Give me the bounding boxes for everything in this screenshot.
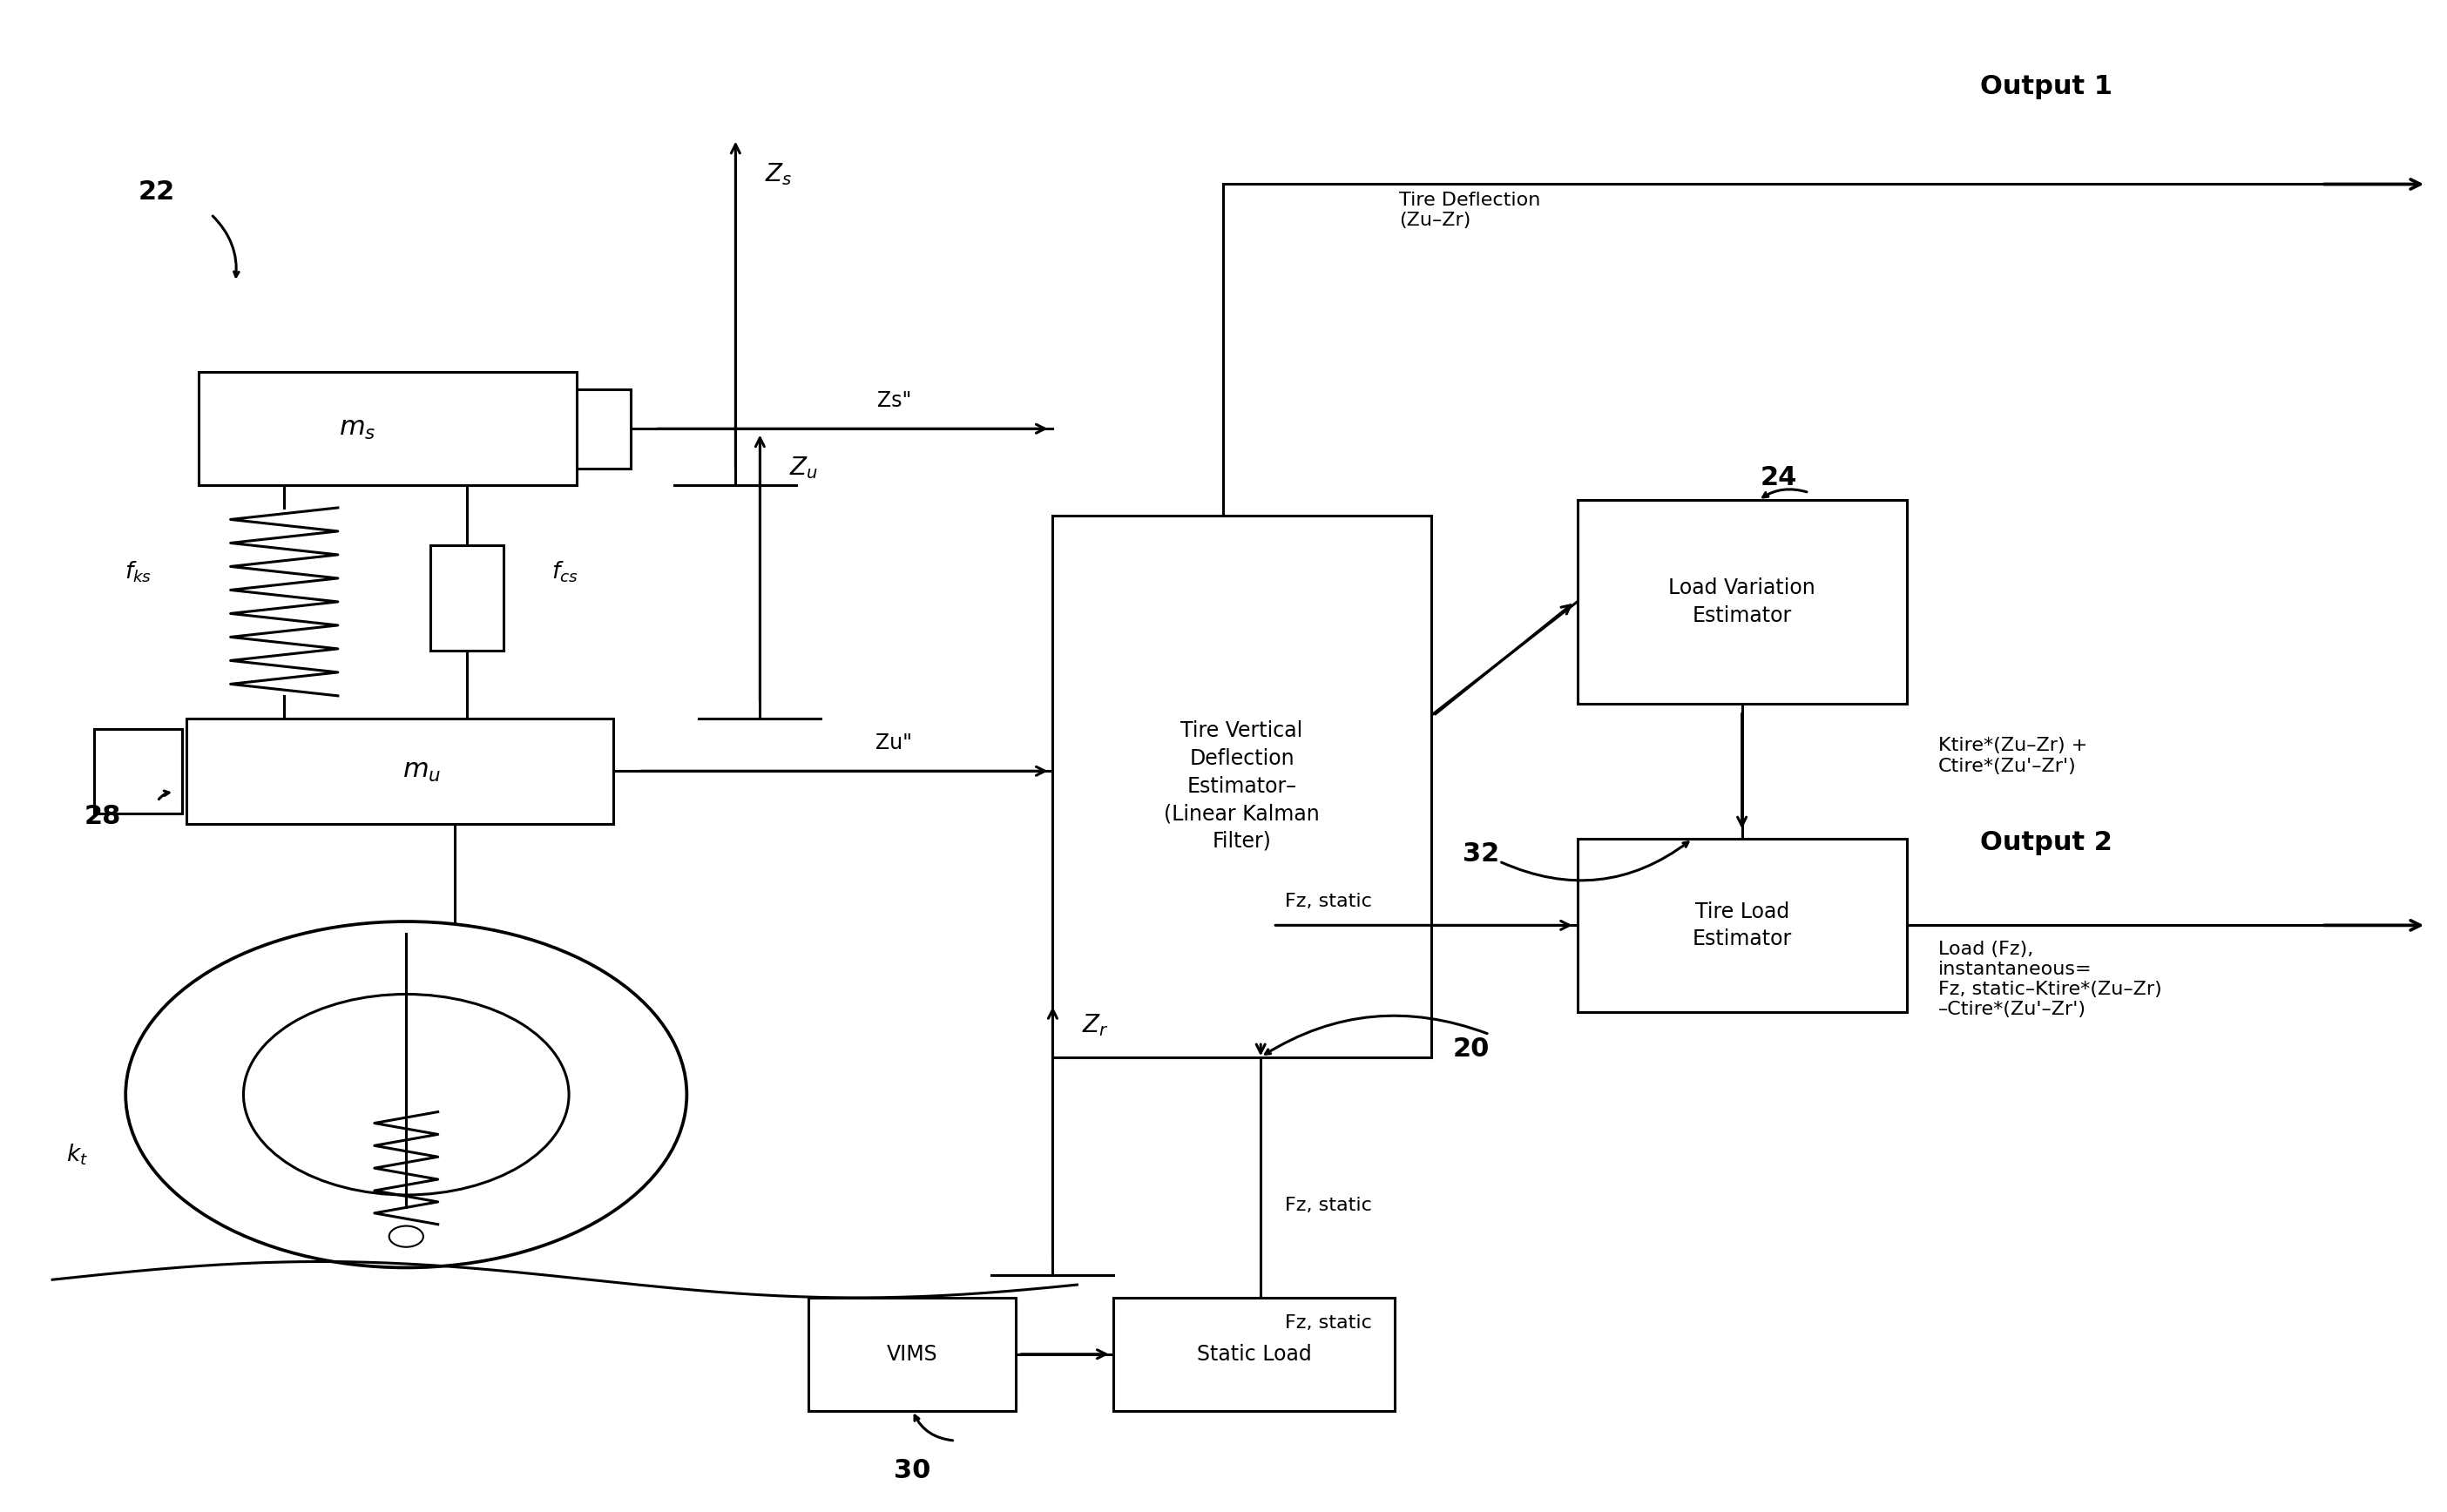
Text: Tire Load
Estimator: Tire Load Estimator [1693, 901, 1791, 950]
Circle shape [389, 1226, 423, 1247]
FancyBboxPatch shape [93, 729, 181, 813]
Text: $m_u$: $m_u$ [401, 759, 440, 783]
Text: $Z_u$: $Z_u$ [790, 455, 817, 481]
Circle shape [125, 921, 688, 1267]
FancyBboxPatch shape [431, 546, 504, 650]
Text: VIMS: VIMS [886, 1344, 937, 1365]
Text: $f_{ks}$: $f_{ks}$ [125, 559, 152, 584]
FancyBboxPatch shape [1113, 1297, 1395, 1411]
Text: Load (Fz),
instantaneous=
Fz, static–Ktire*(Zu–Zr)
–Ctire*(Zu'–Zr'): Load (Fz), instantaneous= Fz, static–Kti… [1938, 940, 2163, 1019]
Text: 28: 28 [83, 803, 120, 829]
FancyBboxPatch shape [577, 389, 631, 469]
Text: Zu": Zu" [876, 732, 913, 753]
Text: $k_t$: $k_t$ [66, 1143, 88, 1167]
Text: Load Variation
Estimator: Load Variation Estimator [1669, 578, 1816, 626]
Text: 24: 24 [1759, 466, 1796, 490]
Text: Fz, static: Fz, static [1285, 1198, 1373, 1214]
Text: 20: 20 [1454, 1037, 1490, 1061]
Text: 32: 32 [1463, 841, 1500, 866]
Text: $m_s$: $m_s$ [340, 416, 377, 442]
Text: $f_{cs}$: $f_{cs}$ [551, 559, 577, 584]
Text: 30: 30 [893, 1458, 930, 1483]
FancyBboxPatch shape [810, 1297, 1016, 1411]
Text: Zs": Zs" [876, 390, 910, 411]
Text: $Z_r$: $Z_r$ [1082, 1012, 1108, 1037]
Text: Fz, static: Fz, static [1285, 892, 1373, 910]
Text: Output 1: Output 1 [1980, 74, 2112, 98]
Text: Output 2: Output 2 [1980, 830, 2112, 856]
Text: Fz, static: Fz, static [1285, 1314, 1373, 1332]
FancyBboxPatch shape [198, 372, 577, 485]
Text: $Z_s$: $Z_s$ [766, 162, 793, 187]
Text: Tire Vertical
Deflection
Estimator–
(Linear Kalman
Filter): Tire Vertical Deflection Estimator– (Lin… [1165, 721, 1319, 851]
Circle shape [242, 995, 568, 1194]
Text: Tire Deflection
(Zu–Zr): Tire Deflection (Zu–Zr) [1400, 192, 1542, 230]
FancyBboxPatch shape [186, 718, 614, 824]
Text: Static Load: Static Load [1197, 1344, 1312, 1365]
FancyBboxPatch shape [1052, 516, 1431, 1057]
FancyBboxPatch shape [1578, 839, 1906, 1012]
Text: 22: 22 [137, 178, 174, 204]
Text: Ktire*(Zu–Zr) +
Ctire*(Zu'–Zr'): Ktire*(Zu–Zr) + Ctire*(Zu'–Zr') [1938, 738, 2087, 774]
FancyBboxPatch shape [1578, 500, 1906, 703]
